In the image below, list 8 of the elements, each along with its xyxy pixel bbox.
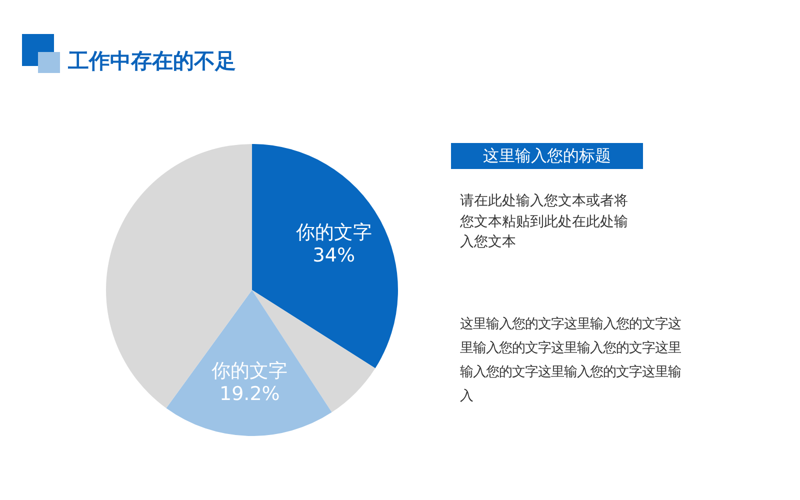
text: 这里输入您的文字这里输入您的文字这里输入您的文字这里输入您的文字这里输入您的文字这里输入您的文字这里输入: [460, 316, 682, 406]
slice-label: 你的文字: [210, 360, 288, 382]
text: 这里输入您的标题: [451, 143, 643, 169]
text: 请在此处输入您文本或者将您文本粘贴到此处在此处输入您文本: [460, 192, 629, 252]
chart-title: 工作中存在的不足: [68, 48, 236, 75]
data-label: 34%: [312, 244, 355, 266]
slice-label: 你的文字: [294, 221, 372, 244]
data-label: 19.2%: [219, 382, 280, 405]
